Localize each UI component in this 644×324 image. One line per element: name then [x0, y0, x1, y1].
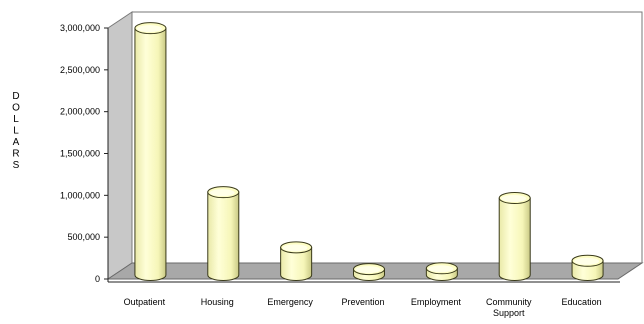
bar-body: [498, 197, 531, 281]
bar-body: [280, 246, 313, 281]
y-axis-label-letter: A: [13, 137, 20, 148]
bar: [425, 262, 458, 281]
bar: [498, 192, 531, 281]
chart-bars: [134, 22, 604, 281]
bar: [134, 22, 167, 281]
chart-side-wall: [107, 11, 133, 280]
x-tick-label: Prevention: [341, 297, 384, 307]
y-axis-label-letter: R: [12, 149, 19, 160]
chart-labels: 0 500,000 1,000,000 1,500,000 2,000,000 2,500…: [12, 23, 601, 318]
bar-body: [207, 191, 240, 281]
y-axis-label-letter: S: [13, 160, 20, 171]
bar-top-highlight: [355, 266, 381, 274]
x-tick-label: Housing: [201, 297, 234, 307]
x-tick-label-line: Prevention: [341, 297, 384, 307]
x-tick-label: Community Support: [486, 297, 532, 318]
y-tick-label: 3,000,000: [60, 23, 100, 33]
x-tick-label-line: Emergency: [267, 297, 313, 307]
bar-top-highlight: [282, 244, 308, 252]
y-tick-label: 500,000: [67, 232, 100, 242]
bar-top-highlight: [574, 257, 600, 265]
y-tick-label: 0: [95, 274, 100, 284]
bar: [207, 186, 240, 281]
bar-top-highlight: [209, 189, 235, 197]
y-axis-label-letter: L: [13, 114, 19, 125]
bar-body: [134, 27, 167, 281]
bar-top-highlight: [136, 25, 162, 33]
bar-top-highlight: [501, 195, 527, 203]
y-tick-label: 1,500,000: [60, 149, 100, 159]
x-tick-label-line: Support: [493, 308, 525, 318]
y-tick-label: 2,500,000: [60, 65, 100, 75]
bar: [353, 263, 385, 281]
chart-axes: [104, 11, 644, 283]
x-tick-label-line: Employment: [411, 297, 462, 307]
x-tick-label: Employment: [411, 297, 462, 307]
x-tick-label-line: Community: [486, 297, 532, 307]
bar: [280, 241, 313, 281]
bar: [571, 254, 604, 281]
x-tick-label: Education: [562, 297, 602, 307]
y-tick-label: 2,000,000: [60, 107, 100, 117]
y-tick-label: 1,000,000: [60, 190, 100, 200]
y-axis-label-letter: D: [12, 91, 19, 102]
x-tick-label: Emergency: [267, 297, 313, 307]
x-tick-label-line: Housing: [201, 297, 234, 307]
y-axis-label-letter: L: [13, 126, 19, 137]
x-tick-label: Outpatient: [124, 297, 166, 307]
x-tick-label-line: Education: [562, 297, 602, 307]
y-axis-label-letter: O: [12, 103, 20, 114]
bar-top-highlight: [428, 265, 454, 273]
x-tick-label-line: Outpatient: [124, 297, 166, 307]
